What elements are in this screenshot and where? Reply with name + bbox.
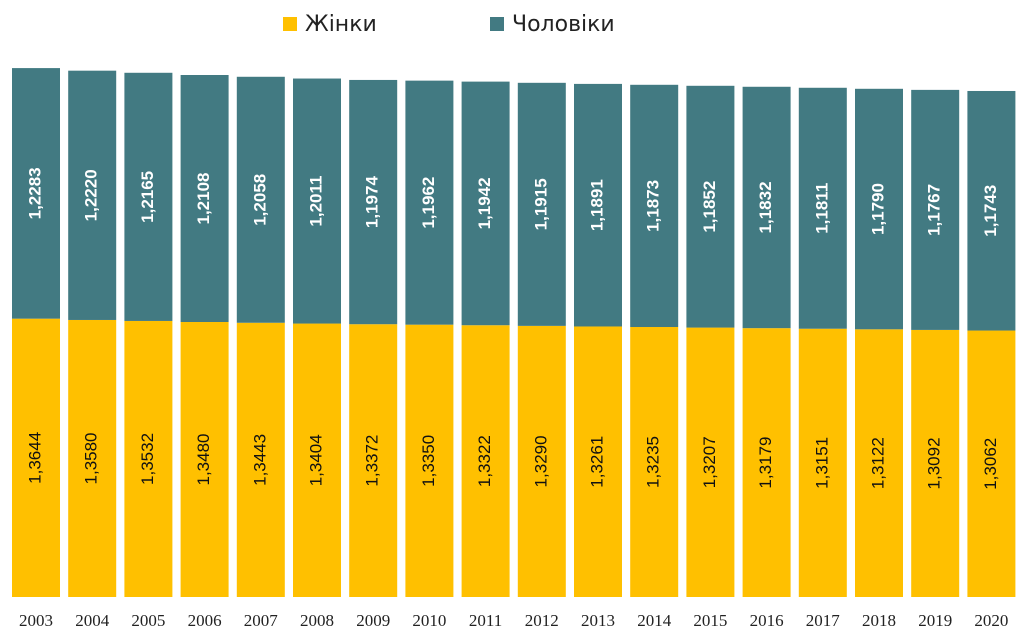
value-label: 1,1832 bbox=[756, 181, 775, 233]
value-label: 1,3644 bbox=[25, 432, 44, 484]
value-label: 1,1974 bbox=[363, 176, 382, 229]
bar-segment bbox=[855, 88, 903, 330]
x-tick-label: 2019 bbox=[918, 611, 952, 630]
bar-segment bbox=[293, 78, 341, 324]
value-label: 1,2283 bbox=[25, 167, 44, 219]
x-tick-label: 2016 bbox=[750, 611, 784, 630]
value-label: 1,2108 bbox=[194, 173, 213, 225]
bar-segment bbox=[630, 327, 679, 597]
bar-segment bbox=[68, 70, 117, 320]
value-label: 1,3580 bbox=[82, 432, 101, 484]
value-label: 1,1942 bbox=[475, 177, 494, 229]
bar-segment bbox=[12, 318, 60, 597]
value-label: 1,3350 bbox=[419, 435, 438, 487]
value-label: 1,3532 bbox=[138, 433, 157, 485]
bar-segment bbox=[630, 84, 679, 328]
x-tick-label: 2013 bbox=[581, 611, 615, 630]
bar-segment bbox=[12, 68, 60, 319]
bar-segment bbox=[798, 87, 847, 329]
x-tick-label: 2006 bbox=[188, 611, 222, 630]
value-label: 1,3122 bbox=[868, 437, 887, 489]
x-tick-label: 2018 bbox=[862, 611, 896, 630]
bar-segment bbox=[686, 85, 735, 328]
bar-segment bbox=[911, 329, 960, 597]
value-label: 1,3261 bbox=[587, 436, 606, 488]
bar-segment bbox=[349, 79, 398, 325]
x-tick-label: 2010 bbox=[412, 611, 446, 630]
x-tick-label: 2005 bbox=[131, 611, 165, 630]
value-label: 1,3092 bbox=[925, 437, 944, 489]
legend-swatch bbox=[490, 17, 504, 31]
bar-segment bbox=[574, 326, 622, 597]
x-tick-label: 2008 bbox=[300, 611, 334, 630]
value-label: 1,3322 bbox=[475, 435, 494, 487]
x-tick-label: 2003 bbox=[19, 611, 53, 630]
value-label: 1,1962 bbox=[419, 177, 438, 229]
bar-segment bbox=[686, 327, 735, 597]
x-tick-label: 2012 bbox=[525, 611, 559, 630]
value-label: 1,3151 bbox=[812, 437, 831, 489]
bar-segment bbox=[798, 328, 847, 597]
bar-segment bbox=[405, 324, 454, 597]
value-label: 1,1891 bbox=[587, 179, 606, 231]
value-label: 1,2011 bbox=[306, 176, 325, 227]
x-tick-label: 2009 bbox=[356, 611, 390, 630]
value-label: 1,1790 bbox=[868, 183, 887, 235]
bar-segment bbox=[517, 325, 566, 597]
x-tick-label: 2011 bbox=[469, 611, 502, 630]
x-tick-label: 2015 bbox=[693, 611, 727, 630]
x-tick-label: 2020 bbox=[974, 611, 1008, 630]
bar-segment bbox=[180, 75, 229, 323]
value-label: 1,1873 bbox=[644, 180, 663, 232]
value-label: 1,2165 bbox=[138, 171, 157, 223]
legend-label: Жінки bbox=[305, 12, 377, 37]
value-label: 1,3179 bbox=[756, 437, 775, 489]
value-label: 1,2058 bbox=[250, 174, 269, 226]
value-label: 1,1811 bbox=[812, 183, 831, 234]
value-label: 1,1743 bbox=[981, 185, 1000, 237]
bar-segment bbox=[461, 81, 510, 326]
value-label: 1,3372 bbox=[363, 435, 382, 487]
bar-segment bbox=[349, 324, 398, 597]
value-label: 1,3290 bbox=[531, 435, 550, 487]
value-label: 1,3235 bbox=[644, 436, 663, 488]
bar-segment bbox=[967, 330, 1016, 597]
value-label: 1,3404 bbox=[306, 434, 325, 486]
bar-segment bbox=[461, 325, 510, 597]
bar-segment bbox=[124, 320, 173, 597]
bar-segment bbox=[293, 323, 341, 597]
bar-segment bbox=[517, 82, 566, 326]
bar-segment bbox=[911, 89, 960, 330]
bar-segment bbox=[742, 86, 791, 329]
bar-segment bbox=[742, 328, 791, 597]
bar-segment bbox=[574, 83, 622, 327]
x-tick-label: 2014 bbox=[637, 611, 672, 630]
value-label: 1,1767 bbox=[925, 184, 944, 236]
bar-segment bbox=[124, 72, 173, 321]
bar-segment bbox=[68, 319, 117, 597]
x-tick-label: 2017 bbox=[806, 611, 841, 630]
value-label: 1,2220 bbox=[82, 169, 101, 221]
value-label: 1,3062 bbox=[981, 438, 1000, 490]
x-tick-label: 2004 bbox=[75, 611, 110, 630]
bar-segment bbox=[855, 329, 903, 597]
legend-swatch bbox=[283, 17, 297, 31]
value-label: 1,3443 bbox=[250, 434, 269, 486]
value-label: 1,1915 bbox=[531, 178, 550, 230]
value-label: 1,3480 bbox=[194, 434, 213, 486]
bar-segment bbox=[236, 76, 285, 323]
bar-segment bbox=[405, 80, 454, 325]
bar-segment bbox=[236, 322, 285, 597]
legend-label: Чоловіки bbox=[512, 12, 615, 37]
x-tick-label: 2007 bbox=[244, 611, 279, 630]
value-label: 1,1852 bbox=[700, 181, 719, 233]
bar-segment bbox=[967, 90, 1016, 331]
value-label: 1,3207 bbox=[700, 436, 719, 488]
bar-segment bbox=[180, 322, 229, 597]
